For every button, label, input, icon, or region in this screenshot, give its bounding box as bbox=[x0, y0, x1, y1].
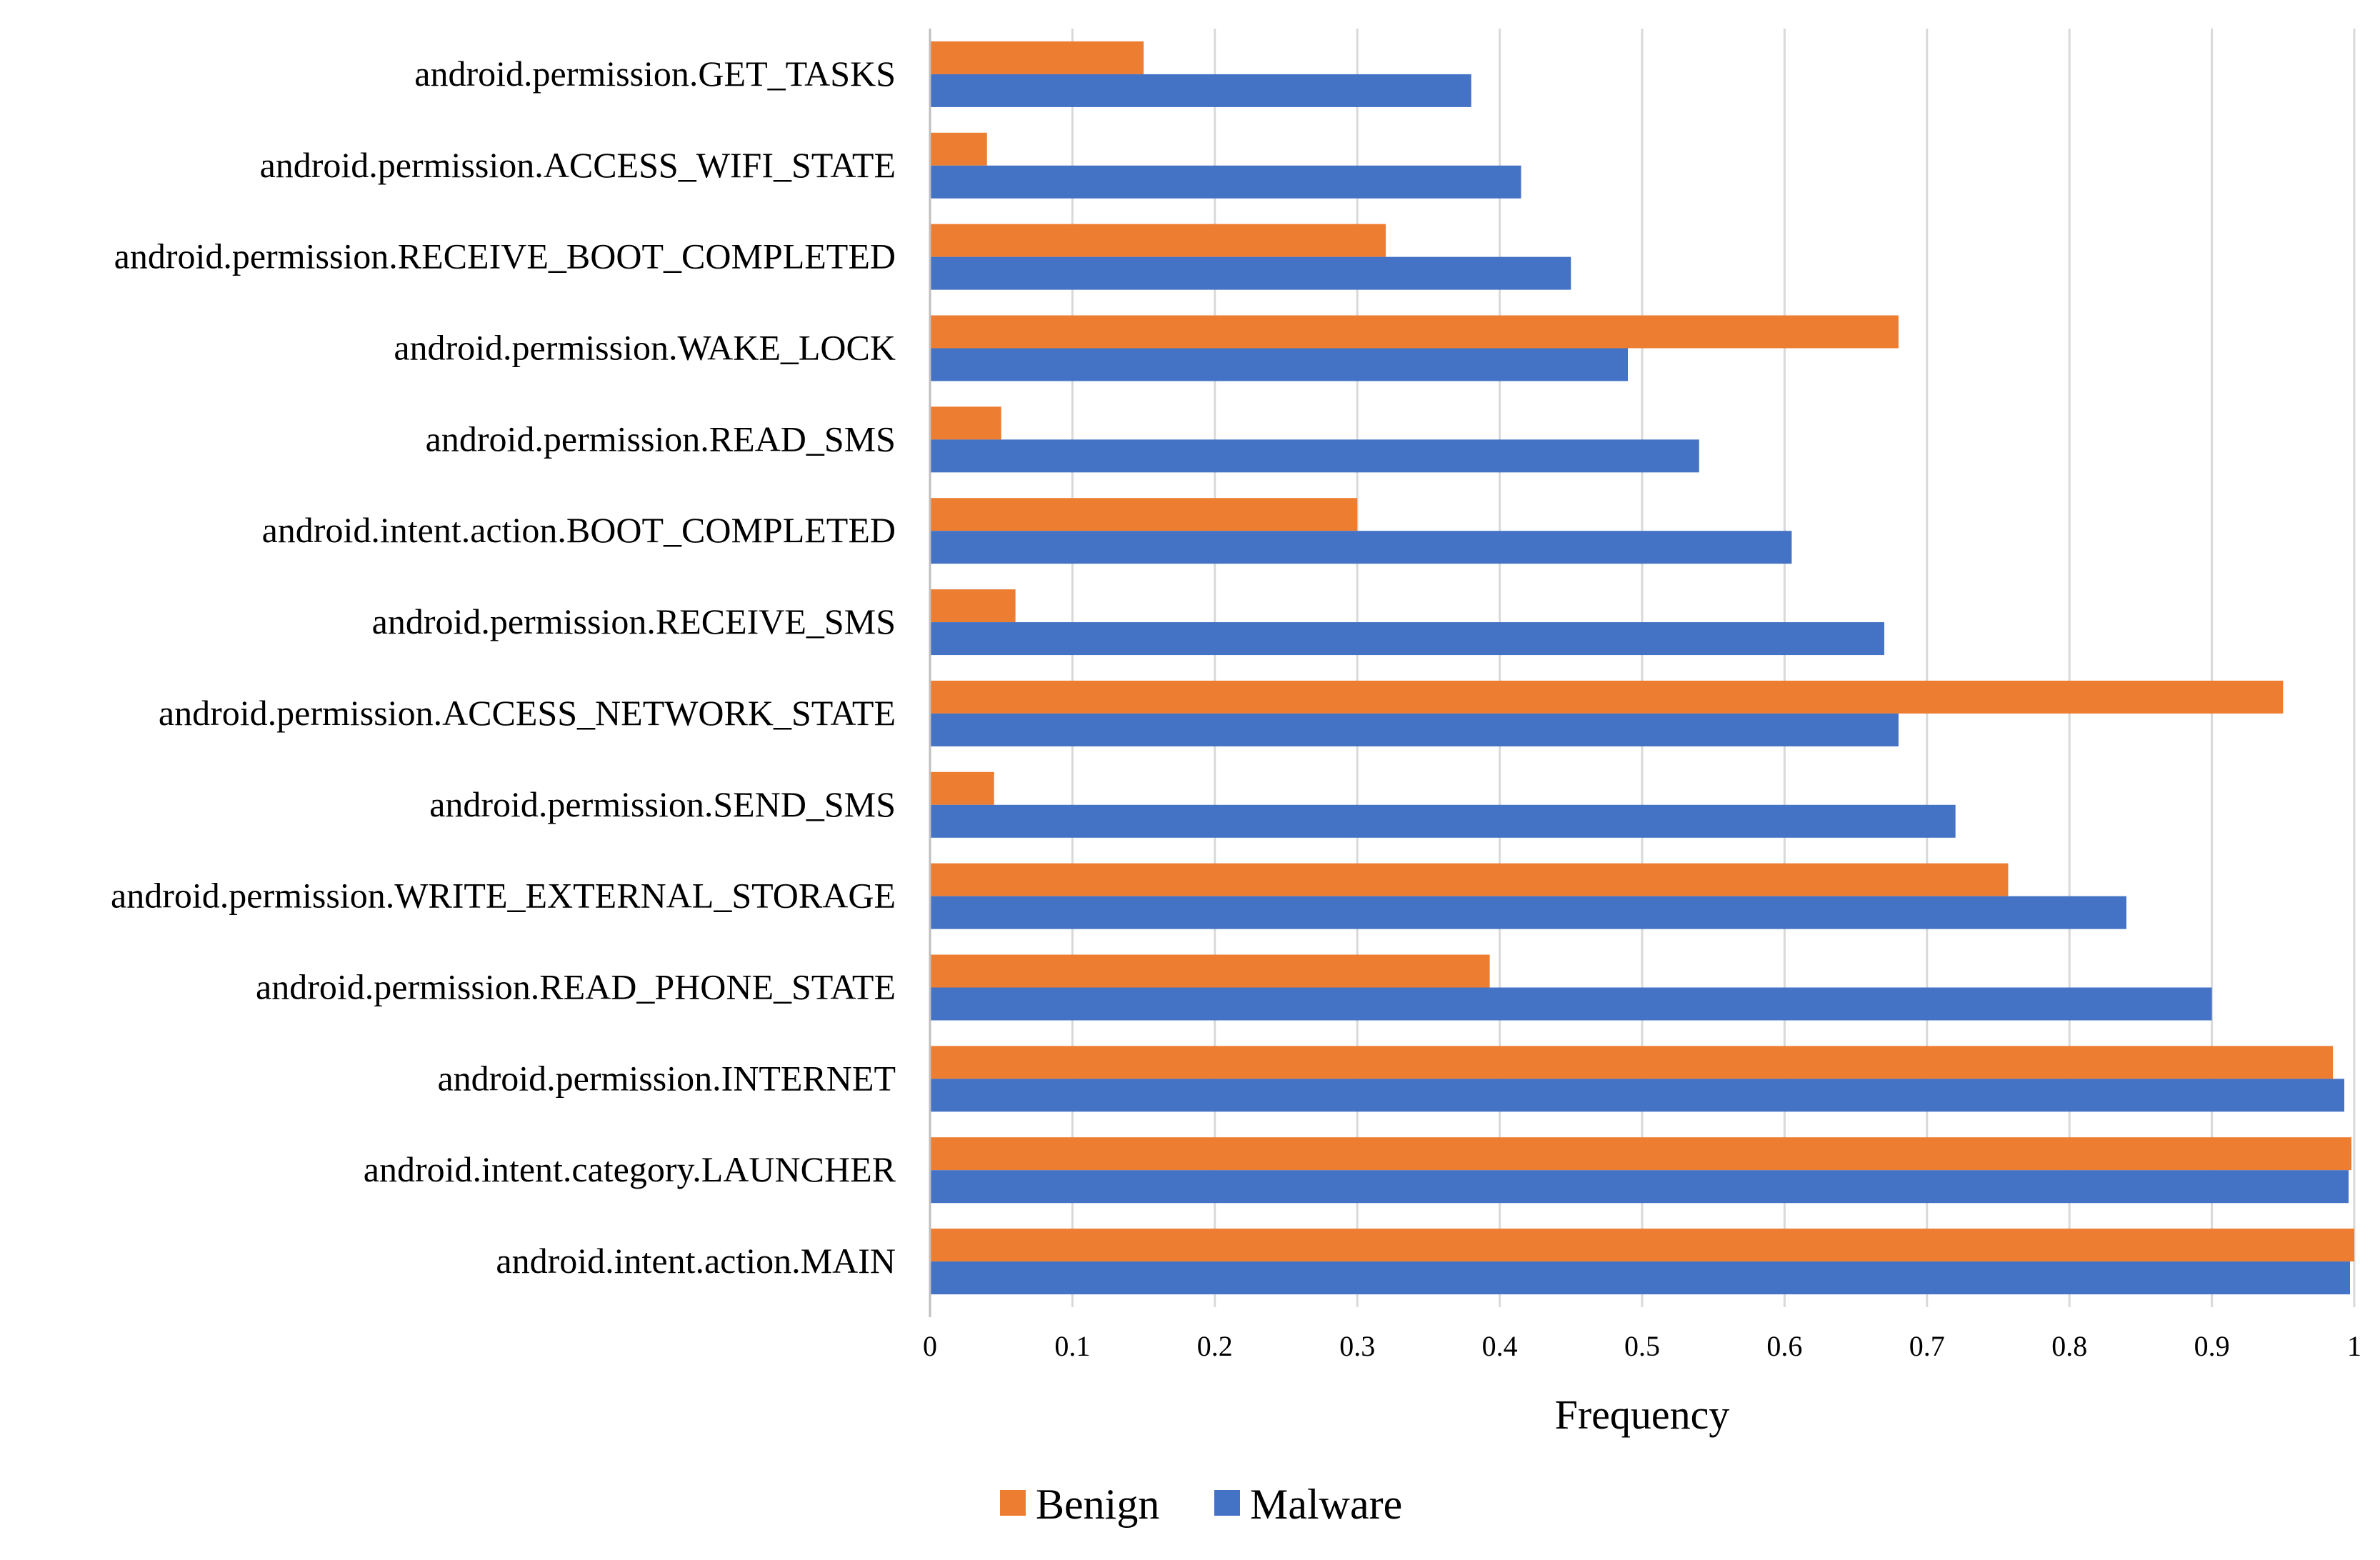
x-tick-label: 0 bbox=[923, 1330, 937, 1362]
category-label: android.permission.ACCESS_NETWORK_STATE bbox=[159, 693, 896, 733]
bar-benign bbox=[930, 132, 987, 166]
x-tick-label: 0.5 bbox=[1624, 1330, 1660, 1362]
bar-malware bbox=[930, 1079, 2345, 1112]
bar-malware bbox=[930, 531, 1792, 564]
category-label: android.permission.INTERNET bbox=[437, 1058, 896, 1098]
bar-benign bbox=[930, 1229, 2354, 1262]
category-label: android.permission.RECEIVE_SMS bbox=[372, 601, 896, 641]
category-label: android.permission.READ_SMS bbox=[426, 419, 896, 459]
bar-benign bbox=[930, 680, 2284, 714]
category-label: android.permission.READ_PHONE_STATE bbox=[256, 967, 896, 1007]
x-axis-title: Frequency bbox=[1555, 1391, 1730, 1438]
gridlines bbox=[1071, 29, 2356, 1307]
bar-benign bbox=[930, 406, 1001, 440]
legend: Benign Malware bbox=[1000, 1481, 1402, 1528]
bar-malware bbox=[930, 165, 1521, 199]
category-label: android.intent.category.LAUNCHER bbox=[364, 1149, 896, 1189]
bar-malware bbox=[930, 896, 2126, 929]
category-label: android.intent.action.BOOT_COMPLETED bbox=[262, 510, 896, 550]
category-label: android.permission.SEND_SMS bbox=[429, 784, 896, 824]
bar-benign bbox=[930, 771, 994, 805]
category-label: android.permission.GET_TASKS bbox=[414, 54, 896, 94]
bar-malware bbox=[930, 74, 1471, 107]
bar-malware bbox=[930, 256, 1571, 290]
x-tick-label: 0.6 bbox=[1766, 1330, 1802, 1362]
bar-malware bbox=[930, 348, 1629, 381]
bar-malware bbox=[930, 1170, 2349, 1204]
x-tick-label: 0.3 bbox=[1339, 1330, 1375, 1362]
legend-label-malware: Malware bbox=[1250, 1481, 1402, 1528]
x-tick-label: 1 bbox=[2347, 1330, 2361, 1362]
bar-benign bbox=[930, 224, 1386, 257]
legend-label-benign: Benign bbox=[1036, 1481, 1159, 1528]
bar-malware bbox=[930, 713, 1899, 746]
bars bbox=[930, 41, 2354, 1295]
bar-benign bbox=[930, 41, 1144, 74]
category-labels: android.permission.GET_TASKS android.perm… bbox=[111, 54, 896, 1281]
x-tick-label: 0.1 bbox=[1054, 1330, 1090, 1362]
category-label: android.permission.WAKE_LOCK bbox=[394, 328, 896, 368]
bar-malware bbox=[930, 804, 1956, 838]
x-tick-label: 0.8 bbox=[2051, 1330, 2087, 1362]
x-tick-label: 0.9 bbox=[2194, 1330, 2230, 1362]
x-tick-label: 0.7 bbox=[1909, 1330, 1945, 1362]
bar-benign bbox=[930, 315, 1899, 349]
x-tick-label: 0.4 bbox=[1482, 1330, 1518, 1362]
bar-malware bbox=[930, 439, 1699, 473]
legend-swatch-malware bbox=[1214, 1490, 1240, 1516]
bar-benign bbox=[930, 498, 1358, 531]
bar-malware bbox=[930, 987, 2212, 1021]
bar-benign bbox=[930, 863, 2009, 896]
x-tick-labels: 0 0.1 0.2 0.3 0.4 0.5 0.6 0.7 0.8 0.9 1 bbox=[923, 1330, 2361, 1362]
category-label: android.intent.action.MAIN bbox=[496, 1241, 896, 1281]
category-label: android.permission.RECEIVE_BOOT_COMPLETE… bbox=[114, 236, 896, 276]
legend-swatch-benign bbox=[1000, 1490, 1026, 1516]
bar-benign bbox=[930, 589, 1016, 623]
bar-benign bbox=[930, 954, 1490, 988]
category-label: android.permission.WRITE_EXTERNAL_STORAG… bbox=[111, 876, 896, 916]
bar-benign bbox=[930, 1137, 2352, 1171]
bar-malware bbox=[930, 1261, 2351, 1295]
category-label: android.permission.ACCESS_WIFI_STATE bbox=[260, 145, 896, 185]
x-tick-label: 0.2 bbox=[1197, 1330, 1233, 1362]
bar-benign bbox=[930, 1046, 2334, 1079]
bar-malware bbox=[930, 622, 1884, 656]
